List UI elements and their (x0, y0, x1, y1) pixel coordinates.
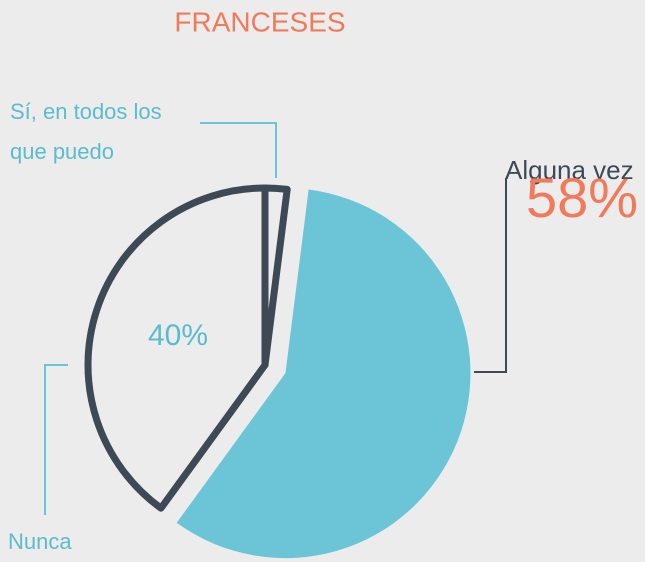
leader-line (44, 364, 68, 515)
value-label: 40% (148, 319, 208, 352)
category-label: Nunca (8, 529, 72, 554)
pie-slice (176, 189, 471, 559)
category-label: Alguna vez (505, 155, 634, 185)
category-label: Sí, en todos los que puedo (10, 99, 162, 164)
pie-slice (84, 184, 269, 512)
value-label: 58% (526, 166, 638, 229)
chart-title: FRANCESES (174, 6, 345, 37)
leader-line (474, 178, 507, 373)
leader-line (200, 122, 277, 178)
